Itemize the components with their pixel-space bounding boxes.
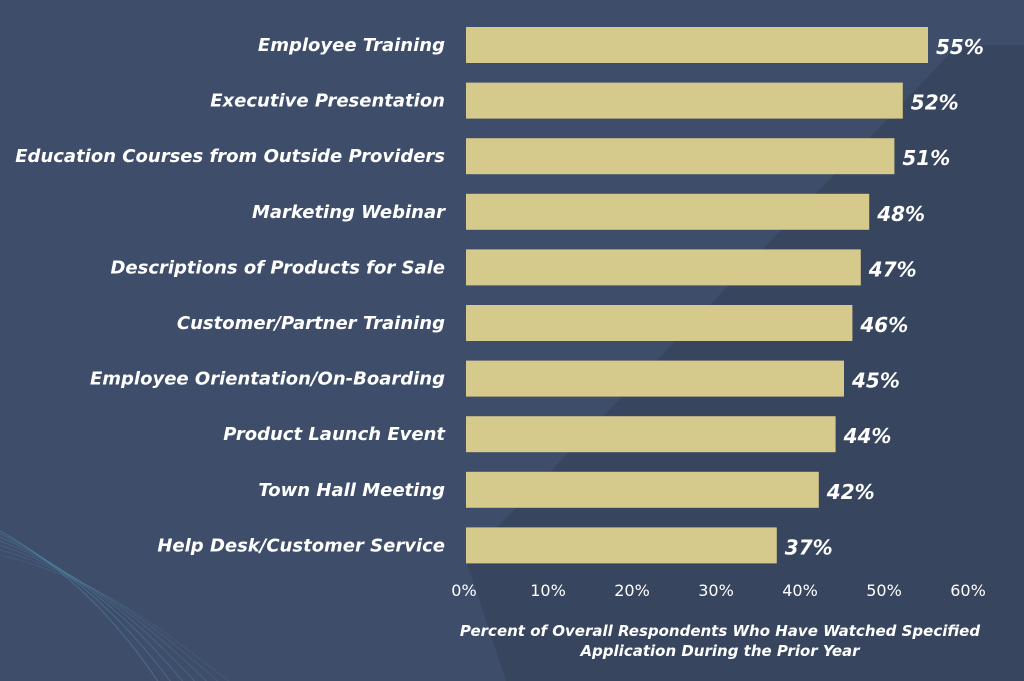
bar bbox=[466, 193, 870, 230]
swirl-line bbox=[0, 544, 208, 681]
bar bbox=[466, 527, 777, 564]
category-label: Product Launch Event bbox=[223, 424, 446, 445]
value-labels: 55% 52% 51% 48% 47% 46% 45% 44% 42% 37% bbox=[785, 35, 984, 559]
bar bbox=[466, 138, 895, 175]
value-label: 37% bbox=[785, 535, 833, 559]
bar bbox=[466, 27, 928, 63]
x-tick-label: 50% bbox=[866, 581, 902, 600]
value-label: 52% bbox=[911, 91, 959, 115]
value-label: 51% bbox=[902, 146, 950, 170]
bar bbox=[466, 416, 836, 453]
swirl-line bbox=[0, 540, 196, 681]
x-axis-title-line: Percent of Overall Respondents Who Have … bbox=[460, 622, 980, 640]
swirl-line bbox=[0, 549, 219, 681]
category-label: Education Courses from Outside Providers bbox=[15, 146, 445, 167]
category-label: Marketing Webinar bbox=[252, 202, 446, 223]
value-label: 44% bbox=[843, 424, 892, 448]
category-labels: Employee Training Executive Presentation E… bbox=[15, 35, 446, 556]
bar bbox=[466, 471, 819, 508]
x-tick-label: 30% bbox=[698, 581, 734, 600]
value-label: 42% bbox=[826, 480, 875, 504]
category-label: Descriptions of Products for Sale bbox=[110, 257, 445, 278]
category-label: Town Hall Meeting bbox=[258, 480, 445, 501]
value-label: 46% bbox=[859, 313, 908, 337]
x-axis-title-line: Application During the Prior Year bbox=[579, 642, 861, 660]
swirl-line bbox=[0, 530, 159, 681]
bars-layer bbox=[466, 27, 928, 564]
x-tick-label: 10% bbox=[530, 581, 566, 600]
background-swirl-decoration bbox=[0, 530, 230, 681]
x-tick-label: 20% bbox=[614, 581, 650, 600]
swirl-line bbox=[0, 532, 171, 681]
swirl-line bbox=[3, 555, 230, 681]
bar bbox=[466, 305, 853, 341]
category-label: Employee Training bbox=[258, 35, 445, 56]
x-tick-label: 60% bbox=[950, 581, 986, 600]
swirl-line bbox=[0, 536, 184, 681]
bar bbox=[466, 249, 861, 286]
x-axis-title: Percent of Overall Respondents Who Have … bbox=[460, 622, 980, 660]
bar bbox=[466, 82, 903, 119]
value-label: 45% bbox=[851, 369, 900, 393]
x-tick-label: 0% bbox=[451, 581, 476, 600]
x-axis-ticks: 0% 10% 20% 30% 40% 50% 60% bbox=[451, 581, 985, 600]
value-label: 48% bbox=[876, 202, 925, 226]
category-label: Help Desk/Customer Service bbox=[157, 535, 445, 556]
category-label: Employee Orientation/On-Boarding bbox=[90, 369, 445, 390]
x-tick-label: 40% bbox=[782, 581, 818, 600]
value-label: 47% bbox=[868, 257, 917, 281]
value-label: 55% bbox=[936, 35, 984, 59]
category-label: Customer/Partner Training bbox=[177, 313, 445, 334]
category-label: Executive Presentation bbox=[210, 91, 445, 112]
bar bbox=[466, 360, 844, 397]
